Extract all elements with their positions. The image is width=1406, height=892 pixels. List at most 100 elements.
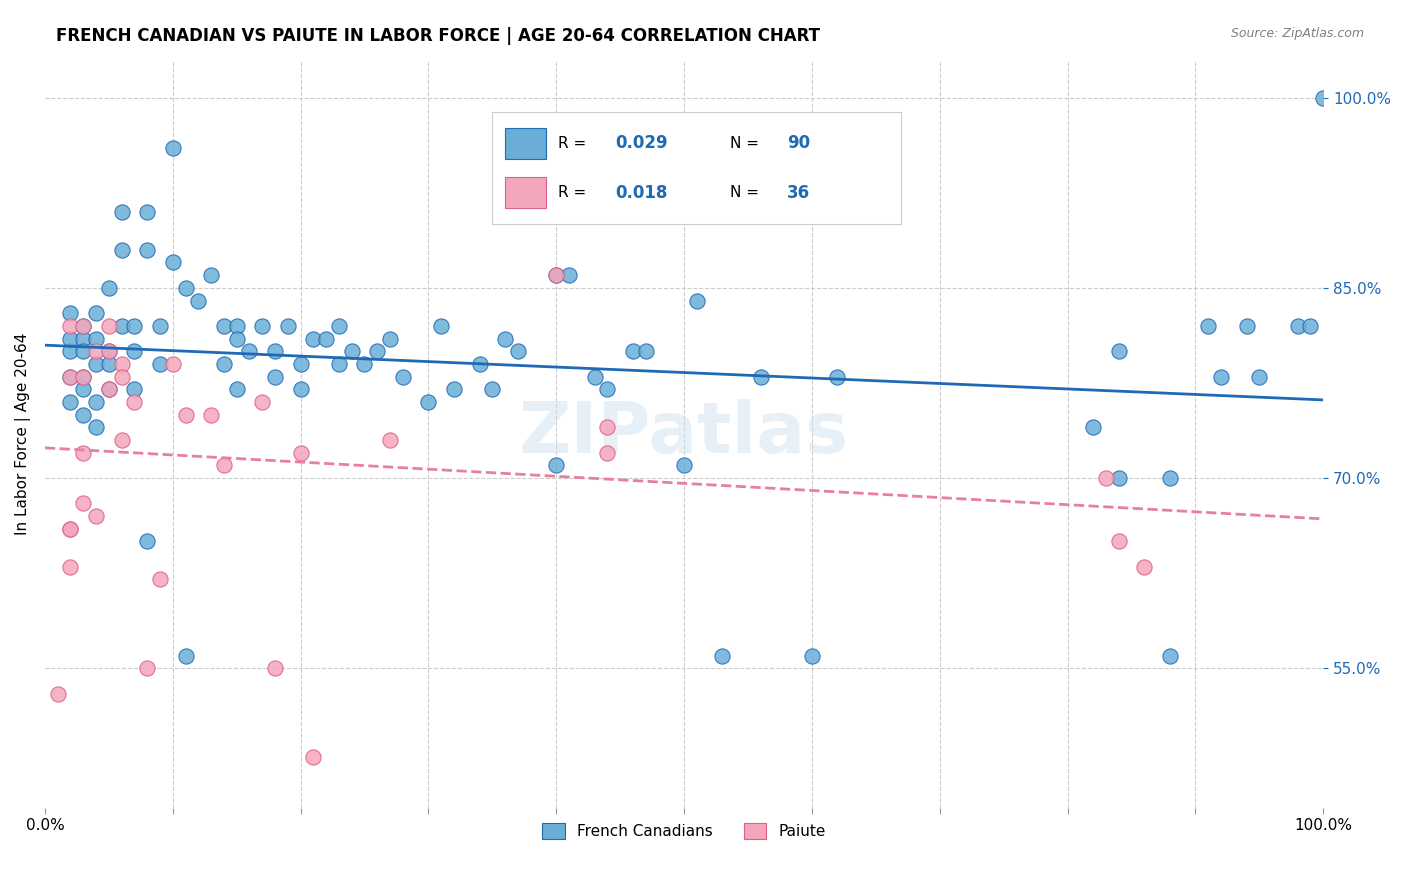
Point — [1108, 534, 1130, 549]
Point — [72, 446, 94, 460]
Point — [59, 344, 82, 359]
Point — [546, 458, 568, 473]
Point — [264, 369, 287, 384]
Point — [84, 357, 107, 371]
Point — [162, 255, 184, 269]
Point — [596, 382, 619, 396]
Point — [212, 458, 235, 473]
Point — [353, 357, 375, 371]
Point — [558, 268, 581, 282]
Point — [84, 420, 107, 434]
Point — [212, 318, 235, 333]
Text: FRENCH CANADIAN VS PAIUTE IN LABOR FORCE | AGE 20-64 CORRELATION CHART: FRENCH CANADIAN VS PAIUTE IN LABOR FORCE… — [56, 27, 820, 45]
Point — [749, 369, 772, 384]
Point — [686, 293, 709, 308]
Point — [1108, 344, 1130, 359]
Point — [506, 344, 529, 359]
Point — [110, 243, 132, 257]
Point — [124, 318, 146, 333]
Point — [59, 369, 82, 384]
Point — [302, 750, 325, 764]
Point — [200, 268, 222, 282]
Point — [418, 395, 440, 409]
Point — [481, 382, 503, 396]
Point — [225, 332, 247, 346]
Point — [277, 318, 299, 333]
Point — [1209, 369, 1232, 384]
Point — [1236, 318, 1258, 333]
Point — [494, 332, 516, 346]
Point — [72, 382, 94, 396]
Point — [84, 509, 107, 524]
Point — [124, 344, 146, 359]
Point — [187, 293, 209, 308]
Point — [596, 420, 619, 434]
Point — [392, 369, 415, 384]
Point — [340, 344, 363, 359]
Point — [59, 318, 82, 333]
Point — [84, 306, 107, 320]
Point — [225, 318, 247, 333]
Point — [97, 318, 120, 333]
Point — [378, 332, 401, 346]
Point — [174, 648, 197, 663]
Point — [546, 268, 568, 282]
Point — [97, 382, 120, 396]
Point — [72, 332, 94, 346]
Point — [1299, 318, 1322, 333]
Point — [1286, 318, 1309, 333]
Point — [72, 318, 94, 333]
Point — [149, 318, 172, 333]
Point — [621, 344, 644, 359]
Point — [97, 357, 120, 371]
Point — [59, 395, 82, 409]
Point — [1312, 90, 1334, 104]
Point — [800, 648, 823, 663]
Point — [212, 357, 235, 371]
Point — [596, 446, 619, 460]
Point — [1159, 471, 1181, 485]
Point — [302, 332, 325, 346]
Point — [72, 496, 94, 510]
Point — [264, 661, 287, 675]
Point — [250, 395, 273, 409]
Point — [315, 332, 337, 346]
Point — [250, 318, 273, 333]
Point — [124, 395, 146, 409]
Point — [225, 382, 247, 396]
Point — [59, 522, 82, 536]
Point — [97, 344, 120, 359]
Point — [711, 648, 734, 663]
Point — [1249, 369, 1271, 384]
Point — [1133, 559, 1156, 574]
Point — [149, 357, 172, 371]
Point — [110, 369, 132, 384]
Point — [84, 332, 107, 346]
Point — [634, 344, 657, 359]
Point — [1197, 318, 1219, 333]
Point — [468, 357, 491, 371]
Point — [136, 243, 159, 257]
Point — [59, 369, 82, 384]
Point — [443, 382, 465, 396]
Point — [110, 204, 132, 219]
Point — [378, 433, 401, 447]
Point — [827, 369, 849, 384]
Point — [366, 344, 388, 359]
Point — [46, 687, 69, 701]
Point — [59, 559, 82, 574]
Point — [673, 458, 696, 473]
Point — [1159, 648, 1181, 663]
Point — [72, 344, 94, 359]
Point — [1095, 471, 1118, 485]
Legend: French Canadians, Paiute: French Canadians, Paiute — [536, 817, 832, 845]
Point — [162, 141, 184, 155]
Point — [59, 332, 82, 346]
Point — [238, 344, 260, 359]
Point — [174, 281, 197, 295]
Point — [136, 534, 159, 549]
Point — [97, 344, 120, 359]
Point — [97, 281, 120, 295]
Point — [124, 382, 146, 396]
Point — [200, 408, 222, 422]
